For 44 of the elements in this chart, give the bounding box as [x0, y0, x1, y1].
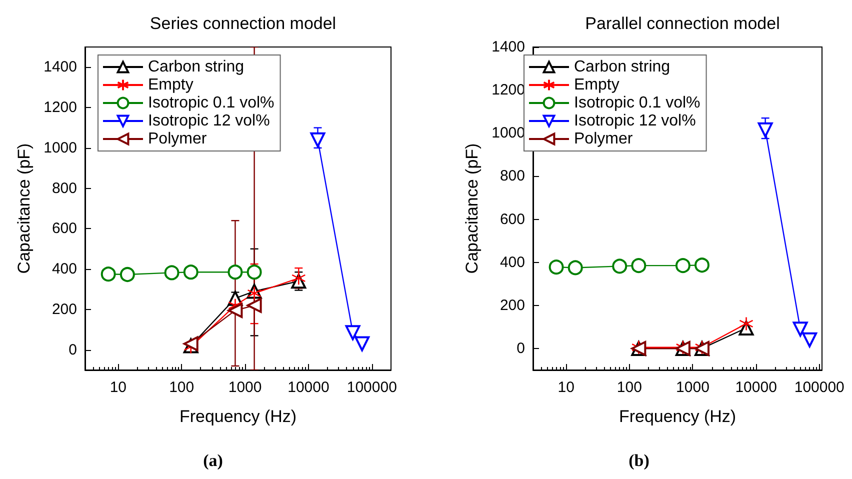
x-tick-label: 10 — [110, 379, 127, 396]
y-tick-label: 800 — [52, 180, 77, 197]
y-tick-label: 1200 — [492, 82, 525, 99]
legend-label: Carbon string — [148, 58, 244, 76]
y-tick-label: 0 — [516, 340, 525, 357]
x-tick-label: 10 — [558, 379, 574, 396]
y-tick-label: 0 — [68, 341, 77, 358]
y-tick-label: 400 — [52, 260, 77, 278]
y-axis-title: Capacitance (pF) — [462, 143, 482, 274]
y-tick-label: 1000 — [44, 139, 77, 156]
x-axis-title: Frequency (Hz) — [618, 407, 736, 426]
legend-label: Empty — [574, 76, 620, 94]
y-tick-label: 200 — [52, 300, 77, 318]
legend-label: Isotropic 0.1 vol% — [574, 94, 700, 112]
x-axis-title: Frequency (Hz) — [179, 407, 297, 426]
legend-label: Isotropic 0.1 vol% — [148, 94, 274, 112]
x-tick-label: 100000 — [346, 379, 397, 396]
chart-title: Series connection model — [150, 14, 336, 33]
y-tick-label: 600 — [52, 220, 77, 238]
x-tick-label: 10000 — [288, 379, 330, 396]
legend-label: Polymer — [148, 130, 208, 148]
legend-label: Empty — [148, 76, 194, 94]
x-tick-label: 100000 — [794, 379, 844, 396]
x-tick-label: 10000 — [735, 379, 777, 396]
legend-label: Isotropic 12 vol% — [148, 112, 270, 130]
x-tick-label: 100 — [616, 379, 642, 396]
y-tick-label: 800 — [500, 168, 525, 185]
y-tick-label: 1400 — [44, 58, 77, 76]
legend-label: Polymer — [574, 130, 634, 148]
y-tick-label: 400 — [500, 254, 525, 271]
chart-title: Parallel connection model — [585, 14, 780, 33]
y-tick-label: 1400 — [492, 38, 525, 56]
y-tick-label: 1000 — [492, 124, 525, 142]
legend-label: Carbon string — [574, 58, 670, 76]
text: (a) — [203, 451, 223, 470]
x-tick-label: 1000 — [228, 379, 262, 396]
x-tick-label: 100 — [169, 379, 194, 396]
y-tick-label: 200 — [500, 296, 525, 314]
y-tick-label: 1200 — [44, 99, 77, 116]
y-axis-title: Capacitance (pF) — [14, 143, 34, 274]
legend-label: Isotropic 12 vol% — [574, 112, 696, 130]
text: (b) — [628, 451, 650, 470]
x-tick-label: 1000 — [676, 379, 710, 396]
y-tick-label: 600 — [500, 210, 525, 228]
